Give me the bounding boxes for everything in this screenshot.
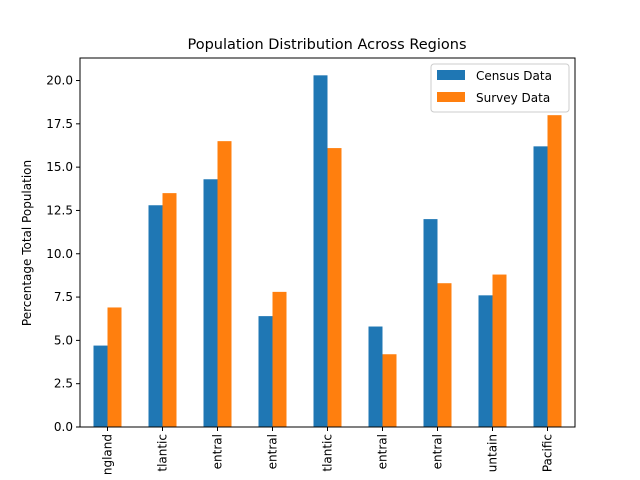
bar-survey-data-6 [437, 283, 452, 427]
x-tick-label: untain [486, 434, 500, 472]
bar-survey-data-2 [217, 141, 232, 428]
y-axis-label: Percentage Total Population [20, 160, 34, 326]
legend: Census Data Survey Data [430, 63, 570, 113]
y-tick-label: 7.5 [54, 290, 73, 304]
bar-survey-data-4 [327, 148, 342, 427]
x-tick-label: tlantic [156, 434, 170, 472]
x-tick-label: Pacific [541, 434, 555, 472]
bar-census-data-2 [203, 179, 218, 427]
bar-census-data-4 [313, 75, 328, 427]
bar-census-data-0 [93, 345, 108, 427]
legend-box [430, 63, 570, 113]
y-tick-label: 5.0 [54, 333, 73, 347]
chart-title: Population Distribution Across Regions [187, 37, 466, 53]
bar-survey-data-0 [107, 307, 122, 427]
plot-frame [79, 57, 576, 428]
legend-label: Census Data [476, 69, 552, 83]
bar-survey-data-5 [382, 354, 397, 427]
x-tick-label: entral [211, 434, 225, 469]
y-tick-label: 2.5 [54, 377, 73, 391]
bars-layer [93, 75, 562, 428]
x-axis: ngland tlantic entral entral tlantic entral en… [101, 427, 555, 475]
bar-census-data-7 [478, 295, 493, 427]
bar-census-data-3 [258, 316, 273, 427]
bar-survey-data-8 [547, 115, 562, 428]
y-tick-label: 0.0 [54, 420, 73, 434]
bar-survey-data-7 [492, 274, 507, 427]
y-tick-label: 20.0 [46, 74, 73, 88]
y-axis: 0.0 2.5 5.0 7.5 10.0 12.5 15.0 17.5 20.0 [46, 74, 80, 434]
bar-census-data-8 [533, 146, 548, 427]
x-tick-label: entral [431, 434, 445, 469]
y-tick-label: 10.0 [46, 247, 73, 261]
y-tick-label: 12.5 [46, 203, 73, 217]
legend-swatch [437, 70, 465, 80]
bar-census-data-1 [148, 205, 163, 427]
legend-label: Survey Data [476, 91, 550, 105]
bar-census-data-5 [368, 326, 383, 427]
bar-census-data-6 [423, 219, 438, 427]
x-tick-label: entral [376, 434, 390, 469]
x-tick-label: tlantic [321, 434, 335, 472]
x-tick-label: entral [266, 434, 280, 469]
x-tick-label: ngland [101, 434, 115, 475]
y-tick-label: 17.5 [46, 117, 73, 131]
bar-survey-data-3 [272, 291, 287, 427]
legend-swatch [437, 92, 465, 102]
bar-survey-data-1 [162, 193, 177, 427]
y-tick-label: 15.0 [46, 160, 73, 174]
